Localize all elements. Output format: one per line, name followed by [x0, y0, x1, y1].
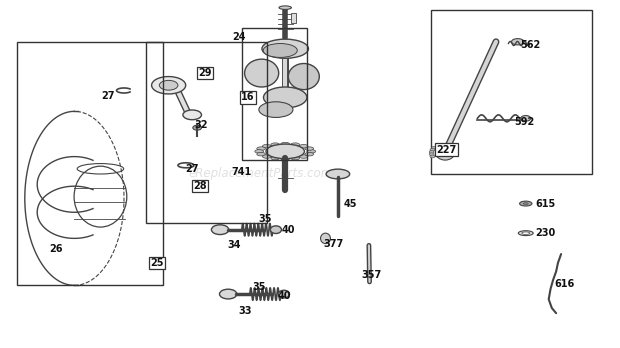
Text: 616: 616 — [554, 279, 574, 288]
Text: 27: 27 — [185, 164, 199, 174]
Ellipse shape — [288, 63, 319, 90]
Text: 40: 40 — [281, 225, 295, 235]
Ellipse shape — [291, 156, 299, 160]
Ellipse shape — [430, 155, 435, 158]
Text: 26: 26 — [49, 244, 63, 254]
Ellipse shape — [183, 110, 202, 120]
Bar — [242, 28, 307, 160]
Text: 28: 28 — [193, 181, 206, 191]
Ellipse shape — [159, 80, 178, 90]
Ellipse shape — [193, 125, 202, 130]
Ellipse shape — [291, 143, 299, 147]
Ellipse shape — [281, 142, 290, 146]
Ellipse shape — [305, 152, 314, 156]
Text: 32: 32 — [195, 120, 208, 130]
Ellipse shape — [307, 150, 316, 153]
Text: 16: 16 — [241, 93, 255, 102]
Text: 227: 227 — [436, 145, 456, 155]
Bar — [146, 42, 267, 223]
Text: 377: 377 — [324, 239, 343, 248]
Text: 24: 24 — [232, 32, 246, 41]
Bar — [431, 10, 592, 174]
Text: 45: 45 — [343, 199, 357, 208]
Text: 33: 33 — [238, 307, 252, 316]
Text: 34: 34 — [228, 240, 241, 250]
Text: 357: 357 — [362, 270, 382, 280]
Text: 562: 562 — [520, 40, 540, 50]
Ellipse shape — [523, 203, 528, 205]
Ellipse shape — [219, 289, 237, 299]
Ellipse shape — [279, 6, 291, 9]
Ellipse shape — [436, 146, 454, 160]
Text: 592: 592 — [514, 117, 534, 127]
Bar — [291, 13, 296, 23]
Text: eReplacementParts.com: eReplacementParts.com — [188, 167, 332, 181]
Ellipse shape — [259, 102, 293, 118]
Ellipse shape — [522, 232, 529, 235]
Ellipse shape — [518, 231, 533, 236]
Ellipse shape — [262, 39, 309, 58]
Ellipse shape — [512, 39, 524, 45]
Ellipse shape — [263, 44, 298, 57]
Ellipse shape — [430, 148, 435, 151]
Ellipse shape — [321, 233, 330, 244]
Text: 35: 35 — [259, 214, 272, 224]
Ellipse shape — [271, 156, 280, 160]
Ellipse shape — [262, 155, 271, 158]
Text: 230: 230 — [536, 228, 556, 238]
Ellipse shape — [211, 225, 229, 235]
Ellipse shape — [257, 147, 265, 150]
Ellipse shape — [429, 153, 434, 156]
Ellipse shape — [299, 144, 308, 148]
Ellipse shape — [429, 151, 434, 153]
Text: 29: 29 — [198, 68, 211, 78]
Ellipse shape — [305, 147, 314, 150]
Ellipse shape — [255, 150, 264, 153]
Ellipse shape — [521, 116, 531, 121]
Ellipse shape — [281, 157, 290, 160]
Text: 35: 35 — [252, 282, 266, 292]
Text: 741: 741 — [232, 167, 252, 177]
Bar — [17, 42, 163, 285]
Text: 25: 25 — [150, 258, 164, 268]
Ellipse shape — [520, 201, 532, 206]
Ellipse shape — [245, 59, 279, 87]
Ellipse shape — [270, 226, 281, 234]
Ellipse shape — [262, 144, 271, 148]
Ellipse shape — [264, 87, 307, 108]
Ellipse shape — [151, 77, 186, 94]
Ellipse shape — [278, 290, 290, 298]
Text: 27: 27 — [102, 91, 115, 101]
Text: 615: 615 — [536, 199, 556, 208]
Ellipse shape — [299, 155, 308, 158]
Ellipse shape — [257, 152, 265, 156]
Ellipse shape — [432, 147, 436, 149]
Text: 40: 40 — [277, 292, 291, 301]
Ellipse shape — [266, 144, 304, 159]
Ellipse shape — [271, 143, 280, 147]
Ellipse shape — [326, 169, 350, 179]
